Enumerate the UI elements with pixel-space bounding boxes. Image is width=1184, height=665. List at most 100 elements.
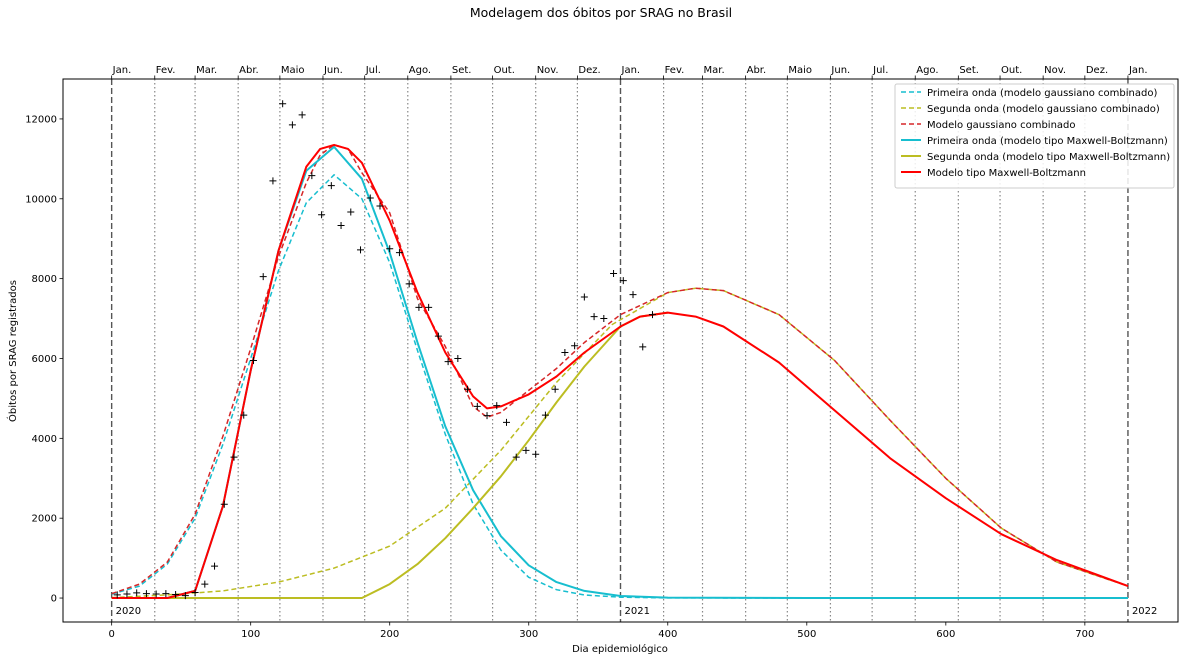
observed-point	[366, 194, 374, 202]
legend-entry: Segunda onda (modelo gaussiano combinado…	[927, 104, 1160, 115]
legend-entry: Segunda onda (modelo tipo Maxwell-Boltzm…	[927, 152, 1170, 163]
observed-point	[619, 277, 627, 285]
month-tick-label: Out.	[494, 65, 515, 76]
month-tick-label: Jun.	[323, 65, 343, 76]
y-tick-label: 10000	[25, 194, 57, 205]
observed-point	[269, 177, 277, 185]
observed-point	[502, 418, 510, 426]
y-axis-label: Óbitos por SRAG registrados	[6, 280, 19, 422]
observed-point	[541, 411, 549, 419]
observed-point	[610, 269, 618, 277]
observed-point	[522, 446, 530, 454]
observed-point	[405, 280, 413, 288]
series-line-6	[111, 143, 1129, 599]
legend-entry: Primeira onda (modelo gaussiano combinad…	[927, 88, 1157, 99]
y-tick-label: 4000	[32, 434, 57, 445]
chart-title: Modelagem dos óbitos por SRAG no Brasil	[470, 5, 732, 20]
month-tick-label: Abr.	[239, 65, 259, 76]
x-tick-label: 500	[797, 629, 816, 640]
observed-point	[211, 562, 219, 570]
observed-point	[191, 588, 199, 596]
observed-point	[571, 342, 579, 350]
x-tick-label: 200	[380, 629, 399, 640]
year-label: 2020	[116, 606, 141, 617]
month-tick-label: Jan.	[1128, 65, 1148, 76]
y-tick-label: 6000	[32, 354, 57, 365]
observed-point	[395, 249, 403, 257]
series-layer	[111, 143, 1129, 599]
observed-point	[386, 245, 394, 253]
y-tick-label: 8000	[32, 274, 57, 285]
observed-point	[113, 591, 121, 599]
observed-points	[113, 100, 656, 600]
observed-point	[600, 315, 608, 323]
month-tick-label: Ago.	[409, 65, 431, 76]
month-tick-label: Fev.	[665, 65, 685, 76]
legend: Primeira onda (modelo gaussiano combinad…	[894, 83, 1175, 189]
observed-point	[133, 589, 141, 597]
observed-point	[181, 592, 189, 600]
month-tick-label: Jan.	[112, 65, 132, 76]
observed-point	[551, 385, 559, 393]
month-tick-label: Nov.	[537, 65, 559, 76]
observed-point	[123, 590, 131, 598]
observed-point	[327, 182, 335, 190]
month-tick-label: Dez.	[578, 65, 600, 76]
x-axis-label: Dia epidemiológico	[572, 643, 668, 655]
y-tick-label: 12000	[25, 114, 57, 125]
legend-entry: Modelo tipo Maxwell-Boltzmann	[927, 168, 1086, 179]
legend-box	[894, 83, 1175, 189]
month-tick-label: Fev.	[156, 65, 176, 76]
y-tick-label: 2000	[32, 514, 57, 525]
x-tick-label: 0	[108, 629, 114, 640]
observed-point	[152, 590, 160, 598]
year-labels: 2020 2021 2022	[116, 606, 1158, 617]
observed-point	[318, 211, 326, 219]
year-label: 2022	[1132, 606, 1157, 617]
observed-point	[259, 273, 267, 281]
observed-point	[201, 580, 209, 588]
month-tick-label: Set.	[452, 65, 472, 76]
month-axis-top: Jan. Fev. Mar. Abr. Maio Jun. Jul. Ago. Set. Out.…	[111, 65, 1148, 79]
observed-point	[172, 590, 180, 598]
observed-point	[288, 121, 296, 129]
month-tick-label: Dez.	[1086, 65, 1108, 76]
observed-point	[512, 453, 520, 461]
month-tick-label: Abr.	[747, 65, 767, 76]
x-tick-label: 100	[241, 629, 260, 640]
observed-point	[249, 356, 257, 364]
observed-point	[493, 402, 501, 410]
observed-point	[639, 343, 647, 351]
month-tick-label: Jul.	[365, 65, 381, 76]
month-tick-label: Jan.	[621, 65, 641, 76]
observed-point	[162, 590, 170, 598]
observed-point	[454, 354, 462, 362]
observed-point	[357, 246, 365, 254]
month-grid	[110, 79, 1129, 622]
observed-point	[337, 222, 345, 230]
observed-point	[590, 313, 598, 321]
year-label: 2021	[625, 606, 650, 617]
observed-point	[561, 348, 569, 356]
month-tick-label: Jun.	[830, 65, 850, 76]
observed-point	[415, 303, 423, 311]
observed-point	[230, 453, 238, 461]
y-axis: 0 2000 4000 6000 8000 10000 12000	[25, 114, 63, 605]
observed-point	[298, 111, 306, 119]
observed-point	[240, 411, 248, 419]
observed-point	[464, 385, 472, 393]
month-tick-label: Jul.	[872, 65, 888, 76]
x-tick-label: 300	[519, 629, 538, 640]
observed-point	[376, 202, 384, 210]
observed-point	[434, 332, 442, 340]
series-line-3	[111, 144, 1129, 595]
y-tick-label: 0	[51, 594, 57, 605]
month-tick-label: Out.	[1001, 65, 1022, 76]
month-tick-label: Maio	[281, 65, 305, 76]
observed-point	[347, 208, 355, 216]
observed-point	[648, 311, 656, 319]
observed-point	[629, 291, 637, 299]
x-axis: 0 100 200 300 400 500 600 700	[108, 622, 1094, 640]
observed-point	[580, 293, 588, 301]
